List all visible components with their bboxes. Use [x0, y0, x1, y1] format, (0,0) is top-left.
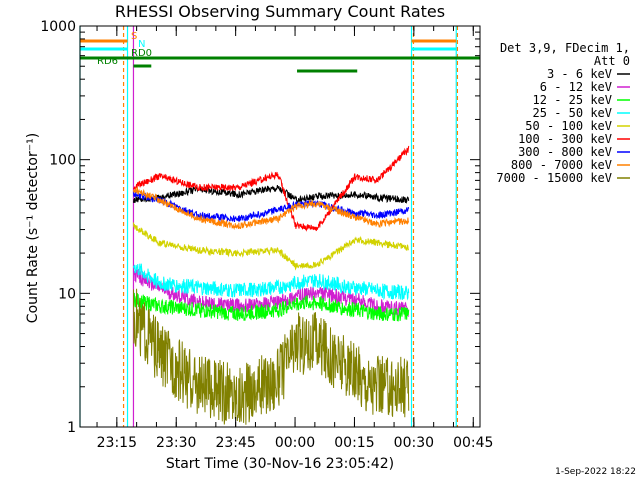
- x-tick-label-6: 00:45: [453, 435, 493, 451]
- series-line-0: [133, 185, 410, 205]
- x-tick-label-2: 23:45: [215, 435, 255, 451]
- footer-timestamp: 1-Sep-2022 18:22: [555, 467, 636, 477]
- legend-entry-5: 100 - 300 keV: [518, 132, 612, 146]
- x-tick-label-0: 23:15: [97, 435, 137, 451]
- y-tick-label-1: 10: [58, 286, 76, 302]
- flag-label-rd6: RD6: [97, 56, 118, 67]
- axes: 1 10 100 1000 23:15 23:30 23:45 00:00 00:15 00:30…: [40, 19, 493, 451]
- plot-frame: [79, 25, 481, 428]
- legend-header-line-1: Det 3,9, FDecim 1,: [500, 41, 630, 55]
- series-line-4: [133, 222, 410, 271]
- legend-entry-1: 6 - 12 keV: [540, 80, 612, 94]
- series-line-8: [133, 288, 410, 425]
- y-axis-label: Count Rate (s⁻¹ detector⁻¹): [25, 133, 41, 323]
- x-tick-label-4: 00:15: [334, 435, 374, 451]
- chart-title: RHESSI Observing Summary Count Rates: [115, 2, 445, 21]
- legend-entry-8: 7000 - 15000 keV: [496, 171, 612, 185]
- series-line-2: [133, 292, 410, 322]
- legend-entry-7: 800 - 7000 keV: [511, 158, 612, 172]
- flag-label-n: N: [138, 39, 145, 50]
- y-tick-label-3: 1000: [40, 19, 76, 35]
- legend-header-line-2: Att 0: [594, 54, 630, 68]
- legend-entry-3: 25 - 50 keV: [533, 106, 612, 120]
- x-axis-label: Start Time (30-Nov-16 23:05:42): [166, 456, 394, 472]
- series-line-5: [133, 145, 410, 232]
- y-tick-label-2: 100: [49, 153, 76, 169]
- legend-entry-6: 300 - 800 keV: [518, 145, 612, 159]
- flag-label-rd0: RD0: [131, 48, 152, 59]
- x-tick-label-5: 00:30: [394, 435, 434, 451]
- series-line-1: [133, 267, 409, 317]
- series-lines: [133, 145, 410, 425]
- flag-label-s: S: [131, 31, 137, 42]
- legend-entry-4: 50 - 100 keV: [525, 119, 612, 133]
- x-tick-label-3: 00:00: [275, 435, 315, 451]
- y-tick-label-0: 1: [67, 420, 76, 436]
- x-tick-label-1: 23:30: [156, 435, 196, 451]
- series-line-3: [133, 263, 410, 301]
- legend-entry-0: 3 - 6 keV: [547, 67, 612, 81]
- legend-entry-2: 12 - 25 keV: [533, 93, 612, 107]
- series-line-7: [133, 186, 410, 230]
